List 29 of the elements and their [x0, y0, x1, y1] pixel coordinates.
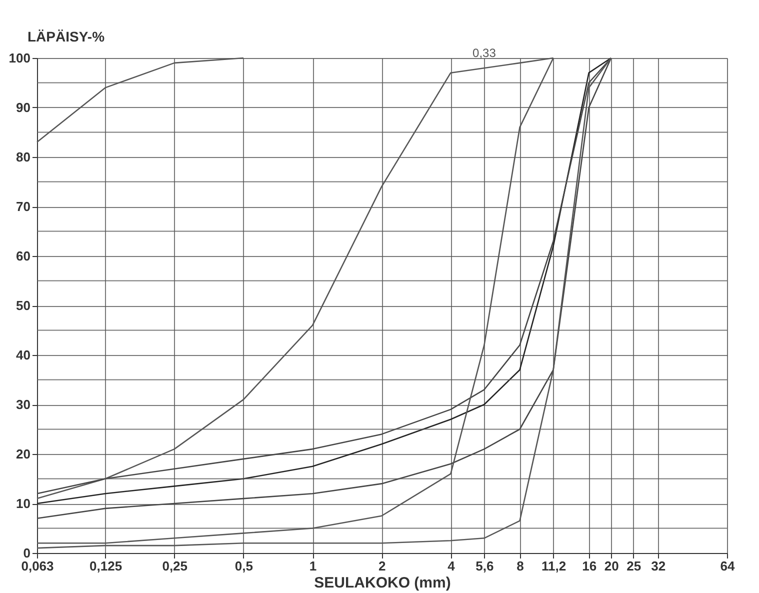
x-tick-label: 64: [720, 558, 736, 574]
y-tick-label: 60: [16, 248, 30, 264]
y-tick-label: 0: [23, 546, 30, 560]
x-tick-label: 8: [516, 558, 524, 574]
x-axis-title: SEULAKOKO (mm): [314, 574, 451, 592]
x-tick-label: 0,25: [162, 558, 188, 574]
y-tick-label: 50: [16, 298, 30, 313]
y-tick-label: 30: [16, 397, 30, 412]
y-tick-label: 70: [16, 199, 30, 214]
x-tick-label: 11,2: [542, 558, 566, 574]
y-tick-label: 40: [16, 348, 30, 362]
x-tick-label: 1: [309, 558, 317, 574]
y-axis-title: LÄPÄISY-%: [28, 28, 106, 44]
x-tick-label: 0,5: [234, 558, 253, 574]
y-tick-label: 90: [16, 100, 30, 115]
x-tick-label: 5,6: [476, 558, 494, 574]
x-tick-label: 20: [604, 558, 619, 574]
y-tick-label: 20: [16, 446, 30, 462]
x-tick-label: 2: [378, 558, 386, 574]
annotation: 0,33: [472, 46, 496, 60]
x-tick-label: 0,125: [90, 558, 122, 574]
y-tick-label: 10: [16, 496, 30, 511]
x-tick-label: 25: [626, 558, 642, 574]
y-tick-label: 80: [16, 150, 30, 164]
x-tick-label: 0,063: [21, 558, 54, 574]
x-tick-label: 32: [651, 558, 666, 574]
x-tick-label: 16: [582, 558, 597, 574]
y-tick-label: 100: [8, 50, 30, 66]
x-tick-label: 4: [448, 558, 456, 574]
